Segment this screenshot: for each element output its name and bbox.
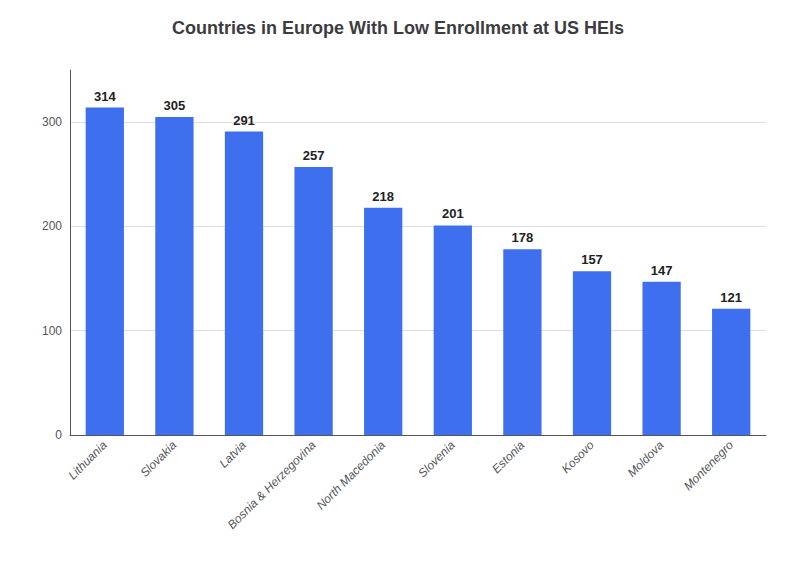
svg-text:Countries in Europe With Low E: Countries in Europe With Low Enrollment … [172,18,624,38]
svg-text:291: 291 [233,113,255,128]
svg-text:257: 257 [303,148,325,163]
svg-text:314: 314 [94,89,116,104]
svg-text:305: 305 [164,98,186,113]
svg-text:178: 178 [512,230,534,245]
svg-text:Lithuania: Lithuania [65,438,110,483]
svg-text:201: 201 [442,206,464,221]
svg-text:Latvia: Latvia [216,438,249,471]
svg-text:147: 147 [651,263,673,278]
svg-text:Montenegro: Montenegro [681,438,736,493]
svg-text:Slovenia: Slovenia [415,438,458,481]
svg-text:Bosnia & Herzegovina: Bosnia & Herzegovina [225,438,319,532]
svg-text:300: 300 [42,115,62,129]
svg-text:0: 0 [55,428,62,442]
svg-text:157: 157 [581,252,603,267]
svg-text:200: 200 [42,219,62,233]
svg-text:North Macedonia: North Macedonia [314,438,389,513]
svg-text:Estonia: Estonia [489,438,527,476]
svg-text:Moldova: Moldova [625,438,667,480]
svg-text:121: 121 [720,290,742,305]
svg-text:100: 100 [42,324,62,338]
svg-text:Slovakia: Slovakia [137,438,179,480]
svg-text:Kosovo: Kosovo [559,438,597,476]
svg-text:218: 218 [372,189,394,204]
